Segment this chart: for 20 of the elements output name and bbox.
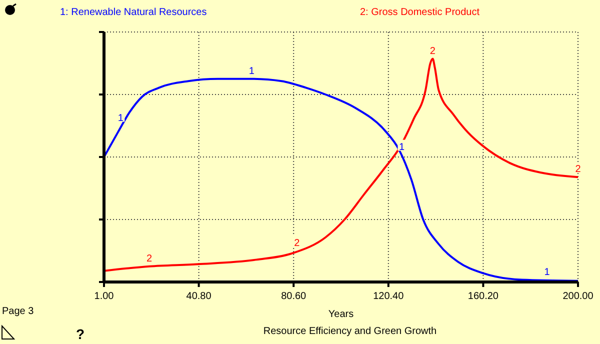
x-tick-label: 1.00 <box>94 291 114 302</box>
x-tick-label: 80.60 <box>281 291 307 302</box>
text: Resource Efficiency and Green Growth <box>263 326 437 337</box>
text: 1: Renewable Natural Resources <box>60 7 207 18</box>
annotation: 1 <box>118 112 124 124</box>
x-axis-title: Years <box>328 309 354 320</box>
annotation: 2 <box>146 253 152 264</box>
x-tick-label: 200.00 <box>562 291 594 302</box>
annotation: 2 <box>294 238 300 249</box>
text: 2: Gross Domestic Product <box>360 7 480 18</box>
annotation: 2 <box>430 46 436 57</box>
x-tick-label: 120.40 <box>373 291 404 302</box>
annotation: 2 <box>575 164 582 176</box>
annotation: 1 <box>248 66 255 77</box>
x-tick-label: 160.20 <box>468 291 499 302</box>
annotation: 1 <box>398 142 405 153</box>
x-tick-label: 40.80 <box>186 291 212 302</box>
text: ? <box>76 326 85 342</box>
text: Page 3 <box>2 306 34 317</box>
annotation: 1 <box>544 266 550 278</box>
